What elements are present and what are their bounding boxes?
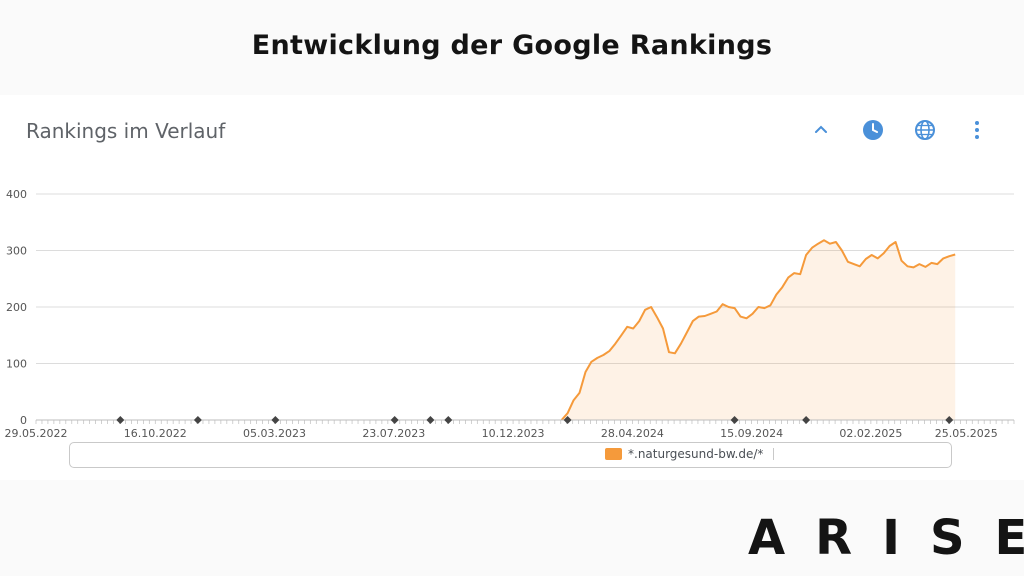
x-tick-label: 16.10.2022 <box>124 427 187 440</box>
x-tick-label: 15.09.2024 <box>720 427 783 440</box>
rankings-chart: 0 100 200 300 400 29.05.2022 16.10.2022 05.03.… <box>5 188 1015 440</box>
more-options-button[interactable] <box>962 115 992 145</box>
x-axis <box>35 419 1015 424</box>
event-marker <box>802 416 811 424</box>
chart-legend: *.naturgesund-bw.de/* <box>69 442 952 468</box>
event-marker <box>116 416 125 424</box>
event-marker <box>945 416 954 424</box>
more-vertical-icon <box>975 121 979 139</box>
x-tick-label: 10.12.2023 <box>482 427 545 440</box>
event-marker <box>730 416 739 424</box>
event-marker <box>193 416 202 424</box>
x-tick-label: 29.05.2022 <box>5 427 68 440</box>
globe-icon <box>915 120 935 140</box>
widget-toolbar <box>806 115 992 145</box>
chevron-up-icon <box>815 125 827 133</box>
event-marker <box>563 416 572 424</box>
legend-item-series[interactable]: *.naturgesund-bw.de/* <box>605 447 775 461</box>
clock-icon <box>863 120 883 140</box>
y-tick-label: 300 <box>6 245 27 258</box>
chart-series <box>560 239 956 421</box>
brand-logo: ARISE <box>748 510 1024 566</box>
event-marker <box>271 416 280 424</box>
x-tick-label: 23.07.2023 <box>362 427 425 440</box>
event-marker <box>390 416 399 424</box>
x-tick-label: 25.05.2025 <box>935 427 998 440</box>
region-button[interactable] <box>910 115 940 145</box>
widget-title: Rankings im Verlauf <box>26 119 226 143</box>
y-axis-ticks: 0 100 200 300 400 <box>6 188 27 427</box>
y-tick-label: 400 <box>6 188 27 201</box>
event-marker <box>444 416 453 424</box>
x-tick-label: 28.04.2024 <box>601 427 664 440</box>
legend-label: *.naturgesund-bw.de/* <box>628 447 764 461</box>
y-tick-label: 200 <box>6 301 27 314</box>
x-tick-label: 05.03.2023 <box>243 427 306 440</box>
collapse-button[interactable] <box>806 115 836 145</box>
series-area <box>561 240 956 420</box>
x-tick-label: 02.02.2025 <box>839 427 902 440</box>
y-tick-label: 0 <box>20 414 27 427</box>
series-line <box>560 239 956 421</box>
x-axis-ticks: 29.05.2022 16.10.2022 05.03.2023 23.07.2023… <box>5 427 998 440</box>
event-markers <box>116 416 954 424</box>
legend-swatch <box>605 448 622 460</box>
chart-gridlines <box>36 193 1014 364</box>
event-marker <box>426 416 435 424</box>
legend-separator <box>773 448 775 460</box>
rankings-widget: Rankings im Verlauf <box>0 95 1024 480</box>
y-tick-label: 100 <box>6 358 27 371</box>
history-button[interactable] <box>858 115 888 145</box>
page-headline: Entwicklung der Google Rankings <box>251 30 773 61</box>
